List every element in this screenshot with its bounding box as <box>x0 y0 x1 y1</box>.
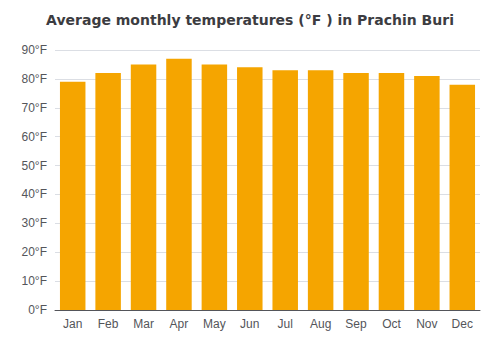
svg-text:Nov: Nov <box>416 317 437 331</box>
svg-text:70°F: 70°F <box>22 101 47 115</box>
svg-text:10°F: 10°F <box>22 274 47 288</box>
svg-text:May: May <box>203 317 226 331</box>
svg-text:80°F: 80°F <box>22 72 47 86</box>
svg-text:Feb: Feb <box>98 317 119 331</box>
svg-text:40°F: 40°F <box>22 187 47 201</box>
svg-text:Aug: Aug <box>310 317 331 331</box>
svg-text:0°F: 0°F <box>28 303 47 317</box>
svg-text:Mar: Mar <box>133 317 154 331</box>
svg-text:20°F: 20°F <box>22 245 47 259</box>
svg-text:Jul: Jul <box>278 317 293 331</box>
svg-text:Average monthly temperatures (: Average monthly temperatures (°F ) in Pr… <box>46 12 454 28</box>
svg-text:30°F: 30°F <box>22 216 47 230</box>
svg-text:Dec: Dec <box>452 317 473 331</box>
svg-text:Apr: Apr <box>170 317 189 331</box>
svg-text:Jun: Jun <box>240 317 259 331</box>
svg-text:50°F: 50°F <box>22 159 47 173</box>
svg-text:60°F: 60°F <box>22 130 47 144</box>
svg-text:Sep: Sep <box>345 317 367 331</box>
svg-text:90°F: 90°F <box>22 43 47 57</box>
svg-text:Oct: Oct <box>382 317 401 331</box>
svg-text:Jan: Jan <box>63 317 82 331</box>
